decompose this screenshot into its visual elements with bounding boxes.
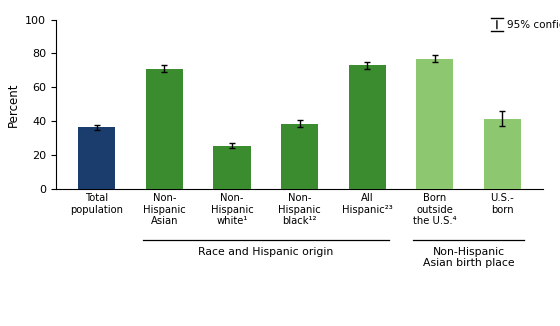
- Bar: [78, 127, 115, 189]
- Bar: [349, 65, 386, 189]
- Bar: [416, 59, 454, 189]
- Bar: [281, 124, 318, 189]
- Text: 95% confidence interval: 95% confidence interval: [507, 20, 560, 30]
- Text: Non-Hispanic
Asian birth place: Non-Hispanic Asian birth place: [423, 247, 515, 268]
- Bar: [213, 146, 250, 189]
- Y-axis label: Percent: Percent: [7, 82, 20, 126]
- Bar: [146, 69, 183, 189]
- Text: Race and Hispanic origin: Race and Hispanic origin: [198, 247, 333, 257]
- Bar: [484, 119, 521, 189]
